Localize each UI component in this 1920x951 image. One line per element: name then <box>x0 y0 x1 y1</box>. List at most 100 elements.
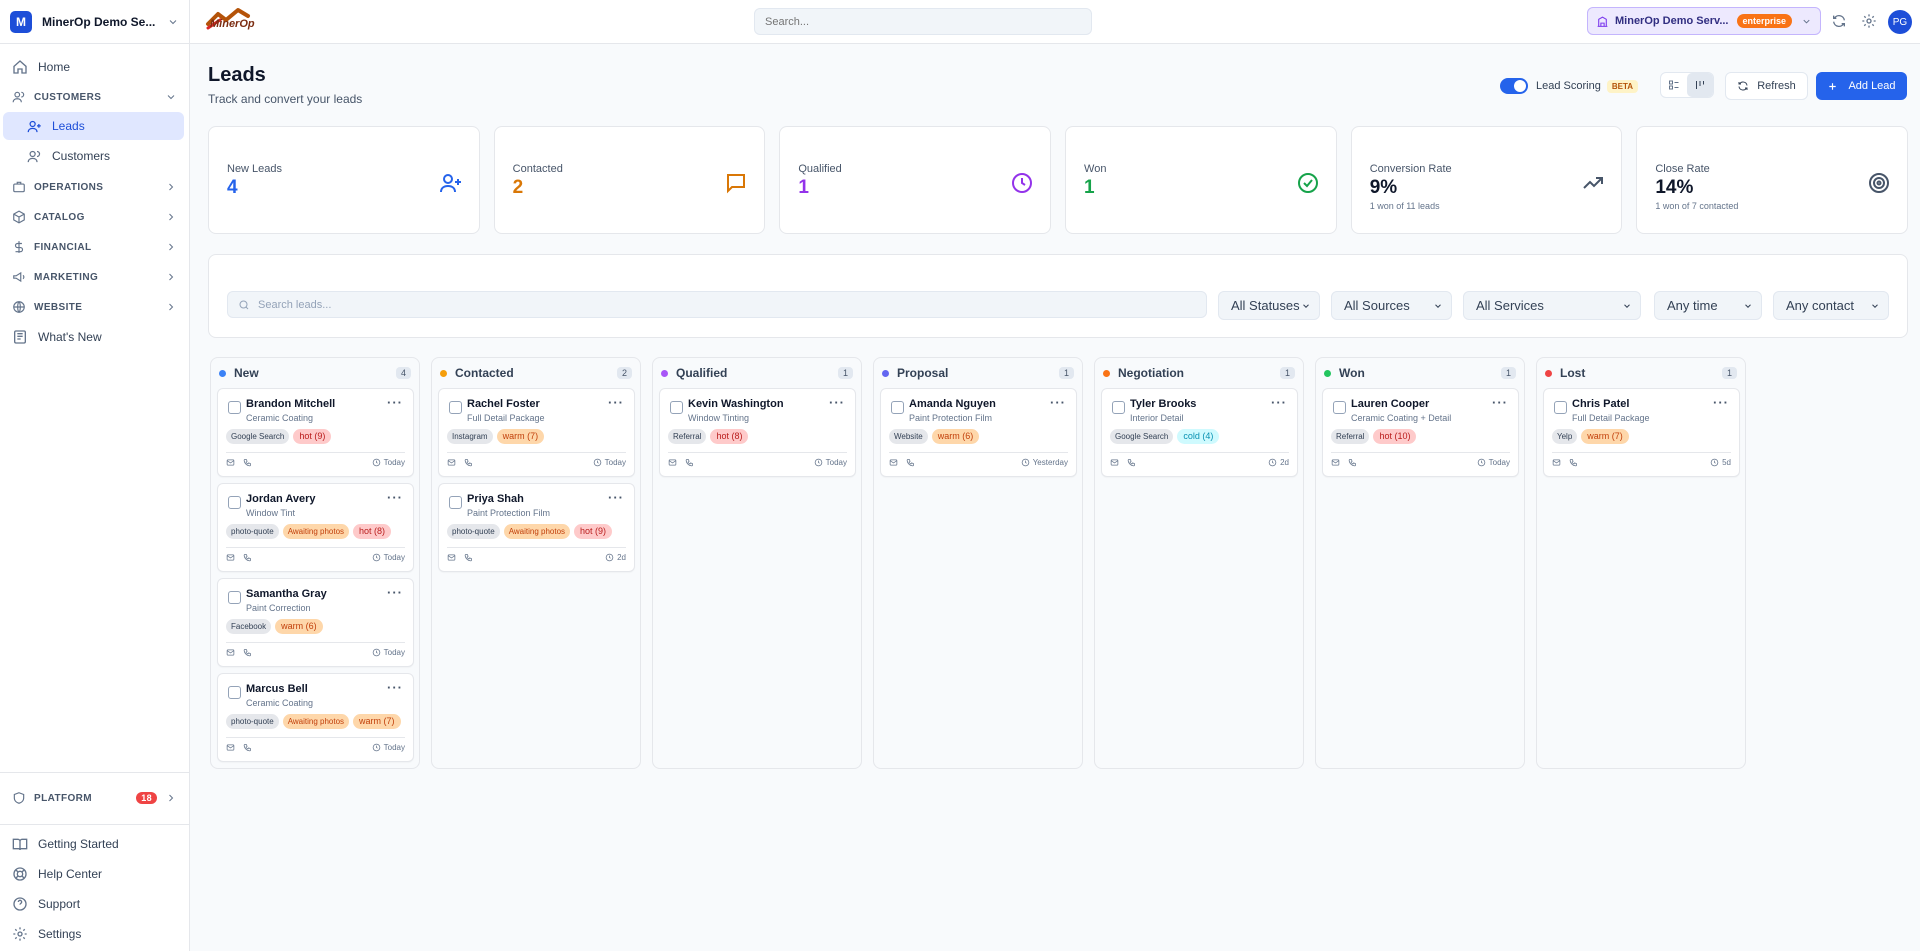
lead-card[interactable]: Brandon Mitchell Ceramic Coating ··· Goo… <box>217 388 414 477</box>
lead-checkbox[interactable] <box>891 401 904 414</box>
lead-name: Samantha Gray <box>246 588 327 600</box>
mail-icon[interactable] <box>226 743 235 752</box>
phone-icon[interactable] <box>243 648 252 657</box>
contact-filter-select[interactable]: Any contact <box>1773 291 1889 320</box>
sidebar-section-catalog[interactable]: CATALOG <box>0 202 189 232</box>
lead-checkbox[interactable] <box>449 496 462 509</box>
service-filter-select[interactable]: All Services <box>1463 291 1641 320</box>
time-filter-select[interactable]: Any time <box>1654 291 1762 320</box>
mail-icon[interactable] <box>1331 458 1340 467</box>
lead-card[interactable]: Chris Patel Full Detail Package ··· Yelp… <box>1543 388 1740 477</box>
lead-card[interactable]: Marcus Bell Ceramic Coating ··· photo-qu… <box>217 673 414 762</box>
phone-icon[interactable] <box>1569 458 1578 467</box>
lead-card[interactable]: Tyler Brooks Interior Detail ··· Google … <box>1101 388 1298 477</box>
sidebar-item-whats-new[interactable]: What's New <box>0 322 189 352</box>
global-search-input[interactable] <box>754 8 1092 35</box>
sidebar-section-website[interactable]: WEBSITE <box>0 292 189 322</box>
plus-icon <box>1829 82 1837 90</box>
mail-icon[interactable] <box>447 553 456 562</box>
lead-checkbox[interactable] <box>228 496 241 509</box>
sidebar-item-home[interactable]: Home <box>0 52 189 82</box>
more-options-icon[interactable]: ··· <box>608 490 624 505</box>
lead-checkbox[interactable] <box>228 591 241 604</box>
phone-icon[interactable] <box>243 743 252 752</box>
lead-scoring-toggle[interactable]: Lead Scoring BETA <box>1500 74 1639 98</box>
sidebar-item-help-center[interactable]: Help Center <box>0 859 189 889</box>
phone-icon[interactable] <box>464 553 473 562</box>
more-options-icon[interactable]: ··· <box>829 395 845 410</box>
add-lead-button[interactable]: Add Lead <box>1816 72 1907 100</box>
source-filter-select[interactable]: All Sources <box>1331 291 1452 320</box>
mail-icon[interactable] <box>1552 458 1561 467</box>
phone-icon[interactable] <box>906 458 915 467</box>
lead-search-input[interactable]: Search leads... <box>227 291 1207 318</box>
workspace-avatar: M <box>10 10 32 33</box>
card-footer: Yesterday <box>889 452 1068 467</box>
more-options-icon[interactable]: ··· <box>387 680 403 695</box>
refresh-icon[interactable] <box>1831 13 1847 29</box>
board-view-button[interactable] <box>1687 73 1713 97</box>
more-options-icon[interactable]: ··· <box>387 490 403 505</box>
lead-checkbox[interactable] <box>1333 401 1346 414</box>
more-options-icon[interactable]: ··· <box>387 395 403 410</box>
chevron-down-icon <box>1435 303 1441 308</box>
sidebar-item-settings[interactable]: Settings <box>0 919 189 949</box>
sidebar-item-getting-started[interactable]: Getting Started <box>0 829 189 859</box>
list-view-button[interactable] <box>1661 73 1687 97</box>
lead-card[interactable]: Priya Shah Paint Protection Film ··· pho… <box>438 483 635 572</box>
mail-icon[interactable] <box>668 458 677 467</box>
sidebar-section-operations[interactable]: OPERATIONS <box>0 172 189 202</box>
lead-card[interactable]: Amanda Nguyen Paint Protection Film ··· … <box>880 388 1077 477</box>
mail-icon[interactable] <box>889 458 898 467</box>
column-count: 1 <box>1721 367 1737 379</box>
phone-icon[interactable] <box>1127 458 1136 467</box>
phone-icon[interactable] <box>685 458 694 467</box>
lead-card[interactable]: Rachel Foster Full Detail Package ··· In… <box>438 388 635 477</box>
more-options-icon[interactable]: ··· <box>1492 395 1508 410</box>
toggle-switch[interactable] <box>1500 78 1528 94</box>
more-options-icon[interactable]: ··· <box>1271 395 1287 410</box>
phone-icon[interactable] <box>243 553 252 562</box>
more-options-icon[interactable]: ··· <box>387 585 403 600</box>
mail-icon[interactable] <box>226 553 235 562</box>
phone-icon[interactable] <box>464 458 473 467</box>
phone-icon[interactable] <box>243 458 252 467</box>
user-avatar[interactable]: PG <box>1888 10 1912 34</box>
column-count: 2 <box>616 367 632 379</box>
enterprise-switcher[interactable]: MinerOp Demo Serv... enterprise <box>1587 7 1821 35</box>
lead-card[interactable]: Lauren Cooper Ceramic Coating + Detail ·… <box>1322 388 1519 477</box>
more-options-icon[interactable]: ··· <box>608 395 624 410</box>
phone-icon[interactable] <box>1348 458 1357 467</box>
lead-checkbox[interactable] <box>228 686 241 699</box>
mail-icon[interactable] <box>226 458 235 467</box>
sidebar-item-support[interactable]: Support <box>0 889 189 919</box>
more-options-icon[interactable]: ··· <box>1713 395 1729 410</box>
lead-checkbox[interactable] <box>670 401 683 414</box>
mail-icon[interactable] <box>226 648 235 657</box>
workspace-switcher[interactable]: M MinerOp Demo Se... <box>0 0 189 44</box>
lead-scoring-label: Lead Scoring <box>1536 80 1601 92</box>
sidebar-item-customers[interactable]: Customers <box>3 142 184 170</box>
lead-card[interactable]: Jordan Avery Window Tint ··· photo-quote… <box>217 483 414 572</box>
logo-text: MinerOp <box>210 18 255 30</box>
lead-checkbox[interactable] <box>1554 401 1567 414</box>
sidebar-section-platform[interactable]: PLATFORM 18 <box>0 783 189 813</box>
card-footer: 2d <box>1110 452 1289 467</box>
lead-checkbox[interactable] <box>449 401 462 414</box>
sidebar-section-financial[interactable]: FINANCIAL <box>0 232 189 262</box>
sidebar-item-leads[interactable]: Leads <box>3 112 184 140</box>
chevron-right-icon <box>169 243 174 251</box>
mail-icon[interactable] <box>1110 458 1119 467</box>
sidebar-section-customers[interactable]: CUSTOMERS <box>0 82 189 112</box>
lead-card[interactable]: Samantha Gray Paint Correction ··· Faceb… <box>217 578 414 667</box>
sidebar-section-marketing[interactable]: MARKETING <box>0 262 189 292</box>
lead-checkbox[interactable] <box>228 401 241 414</box>
status-filter-select[interactable]: All Statuses <box>1218 291 1320 320</box>
source-tag: Yelp <box>1552 429 1578 444</box>
lead-checkbox[interactable] <box>1112 401 1125 414</box>
more-options-icon[interactable]: ··· <box>1050 395 1066 410</box>
gear-icon[interactable] <box>1861 13 1877 29</box>
refresh-button[interactable]: Refresh <box>1725 72 1808 100</box>
mail-icon[interactable] <box>447 458 456 467</box>
lead-card[interactable]: Kevin Washington Window Tinting ··· Refe… <box>659 388 856 477</box>
